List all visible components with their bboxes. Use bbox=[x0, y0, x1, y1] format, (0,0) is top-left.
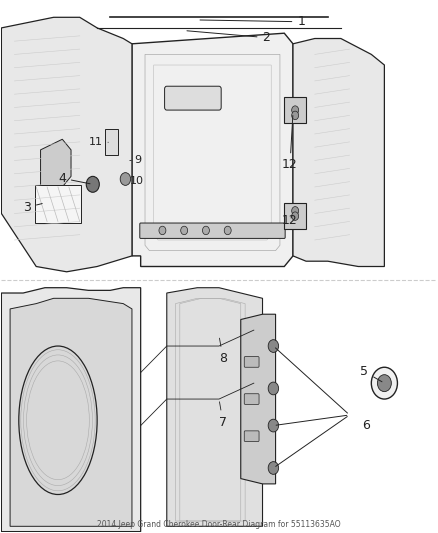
Text: 7: 7 bbox=[219, 402, 227, 429]
Text: 8: 8 bbox=[219, 338, 227, 365]
Circle shape bbox=[292, 212, 299, 220]
Circle shape bbox=[292, 111, 299, 119]
FancyBboxPatch shape bbox=[35, 185, 81, 223]
Text: 2: 2 bbox=[187, 31, 270, 44]
Circle shape bbox=[268, 419, 279, 432]
Circle shape bbox=[224, 226, 231, 235]
Circle shape bbox=[86, 176, 99, 192]
Circle shape bbox=[371, 367, 397, 399]
Circle shape bbox=[181, 226, 187, 235]
Polygon shape bbox=[41, 139, 71, 187]
FancyBboxPatch shape bbox=[244, 431, 259, 441]
Circle shape bbox=[268, 462, 279, 474]
Text: 1: 1 bbox=[200, 15, 305, 28]
Circle shape bbox=[292, 207, 299, 215]
Text: 9: 9 bbox=[130, 155, 141, 165]
Circle shape bbox=[120, 173, 131, 185]
Text: 12: 12 bbox=[282, 116, 298, 172]
Text: 11: 11 bbox=[88, 136, 108, 147]
Circle shape bbox=[268, 340, 279, 352]
FancyBboxPatch shape bbox=[165, 86, 221, 110]
Polygon shape bbox=[132, 33, 293, 266]
Text: 6: 6 bbox=[363, 419, 371, 432]
FancyBboxPatch shape bbox=[105, 129, 117, 155]
Text: 5: 5 bbox=[360, 365, 382, 382]
Text: 4: 4 bbox=[58, 172, 90, 184]
Text: 3: 3 bbox=[23, 201, 42, 214]
Polygon shape bbox=[167, 288, 262, 526]
Text: 12: 12 bbox=[282, 214, 298, 227]
Circle shape bbox=[159, 226, 166, 235]
Polygon shape bbox=[1, 17, 132, 272]
Text: 10: 10 bbox=[130, 176, 144, 187]
FancyBboxPatch shape bbox=[140, 223, 285, 238]
Polygon shape bbox=[1, 288, 141, 531]
Circle shape bbox=[202, 226, 209, 235]
FancyBboxPatch shape bbox=[244, 357, 259, 367]
Polygon shape bbox=[284, 203, 306, 229]
Circle shape bbox=[378, 375, 391, 392]
Polygon shape bbox=[241, 314, 276, 484]
Polygon shape bbox=[10, 298, 132, 526]
Polygon shape bbox=[293, 38, 385, 266]
FancyBboxPatch shape bbox=[244, 394, 259, 405]
Circle shape bbox=[268, 382, 279, 395]
Polygon shape bbox=[284, 97, 306, 123]
Text: 2014 Jeep Grand Cherokee Door-Rear Diagram for 55113635AO: 2014 Jeep Grand Cherokee Door-Rear Diagr… bbox=[97, 520, 341, 529]
Circle shape bbox=[292, 106, 299, 114]
